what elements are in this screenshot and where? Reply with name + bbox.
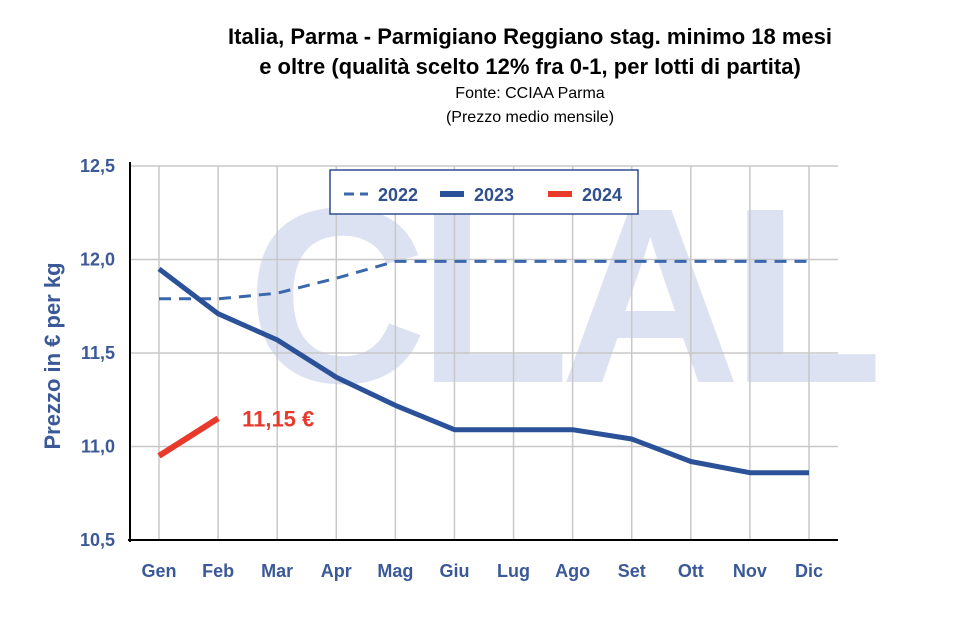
y-tick-label: 12,5 [80,156,115,176]
series-line-2023 [157,266,809,476]
x-tick-label: Giu [439,561,469,581]
x-tick-label: Lug [497,561,530,581]
x-tick-label: Ago [555,561,590,581]
series-line-2022 [159,259,809,301]
x-tick-label: Feb [202,561,234,581]
data-label-2024-feb: 11,15 € [242,406,314,431]
legend-label-2024: 2024 [582,185,622,205]
x-tick-label: Gen [141,561,176,581]
chart-title-line2: e oltre (qualità scelto 12% fra 0-1, per… [259,54,801,79]
x-tick-label: Set [618,561,646,581]
chart-title-line1: Italia, Parma - Parmigiano Reggiano stag… [228,24,832,49]
chart-note: (Prezzo medio mensile) [446,109,614,126]
legend-label-2022: 2022 [378,185,418,205]
chart-source: Fonte: CCIAA Parma [455,85,604,102]
series-line-2024 [157,415,220,459]
x-tick-label: Mar [261,561,293,581]
x-tick-label: Apr [321,561,352,581]
y-tick-label: 12,0 [80,250,115,270]
x-tick-label: Nov [733,561,767,581]
legend-box [329,169,639,215]
y-axis-label: Prezzo in € per kg [40,262,65,449]
y-tick-label: 11,0 [81,437,115,457]
x-tick-label: Dic [795,561,823,581]
y-tick-label: 11,5 [81,343,115,363]
x-tick-label: Mag [377,561,413,581]
y-tick-label: 10,5 [80,530,115,550]
legend-label-2023: 2023 [474,185,514,205]
x-tick-label: Ott [678,561,704,581]
